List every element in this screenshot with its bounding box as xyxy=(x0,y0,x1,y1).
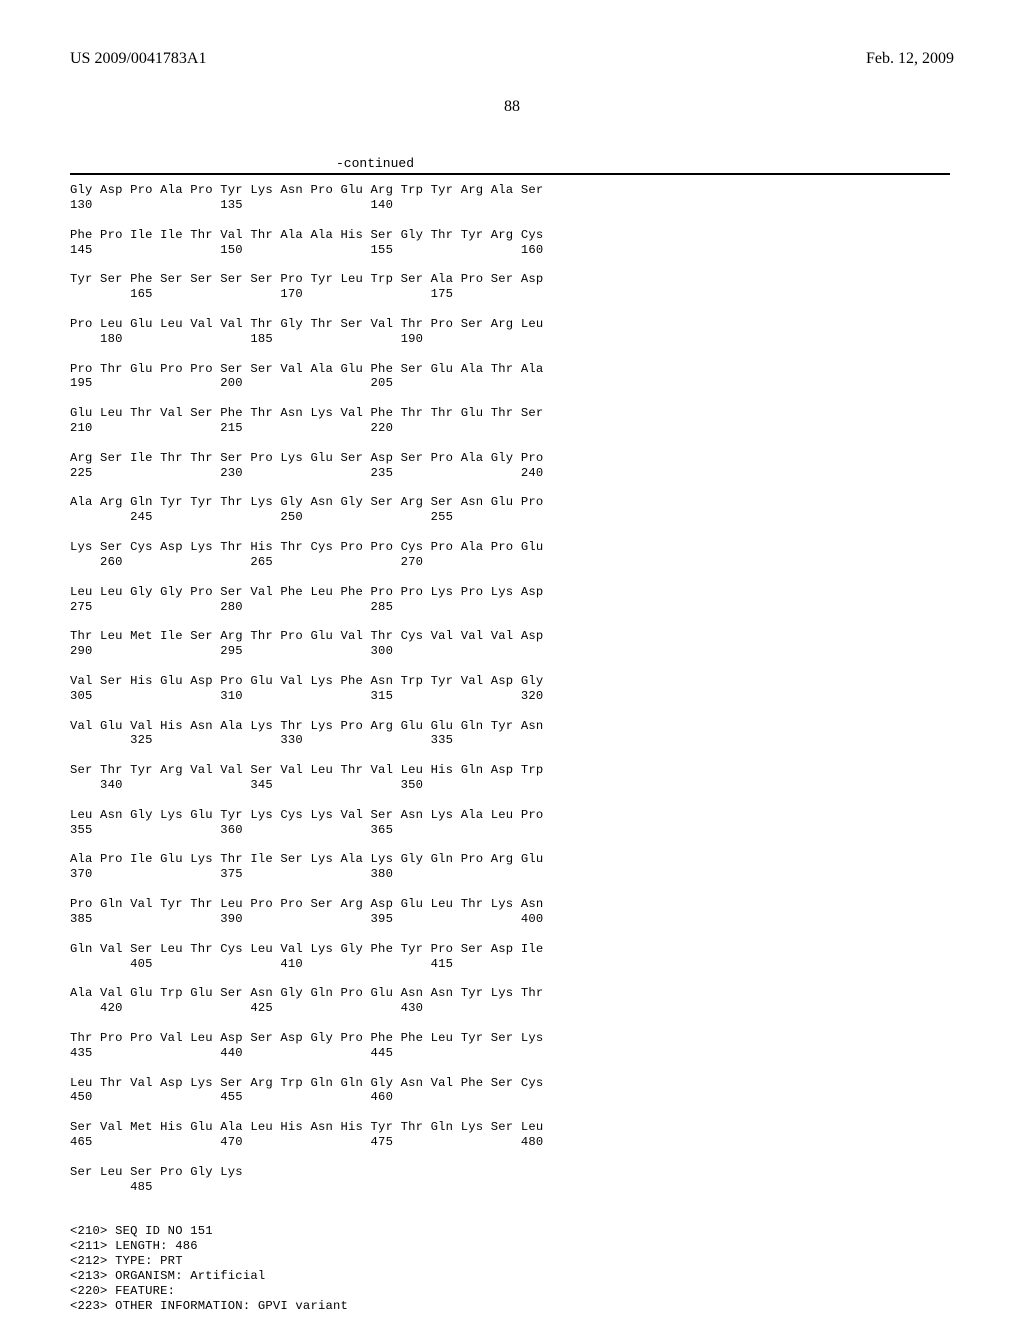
divider-top xyxy=(70,173,950,175)
sequence-listing: Gly Asp Pro Ala Pro Tyr Lys Asn Pro Glu … xyxy=(70,183,954,1314)
page-container: US 2009/0041783A1 Feb. 12, 2009 88 -cont… xyxy=(0,0,1024,1320)
page-number: 88 xyxy=(70,98,954,116)
patent-number: US 2009/0041783A1 xyxy=(70,50,206,68)
patent-date: Feb. 12, 2009 xyxy=(866,50,954,68)
page-header: US 2009/0041783A1 Feb. 12, 2009 xyxy=(70,50,954,68)
continued-label: -continued xyxy=(70,156,680,171)
